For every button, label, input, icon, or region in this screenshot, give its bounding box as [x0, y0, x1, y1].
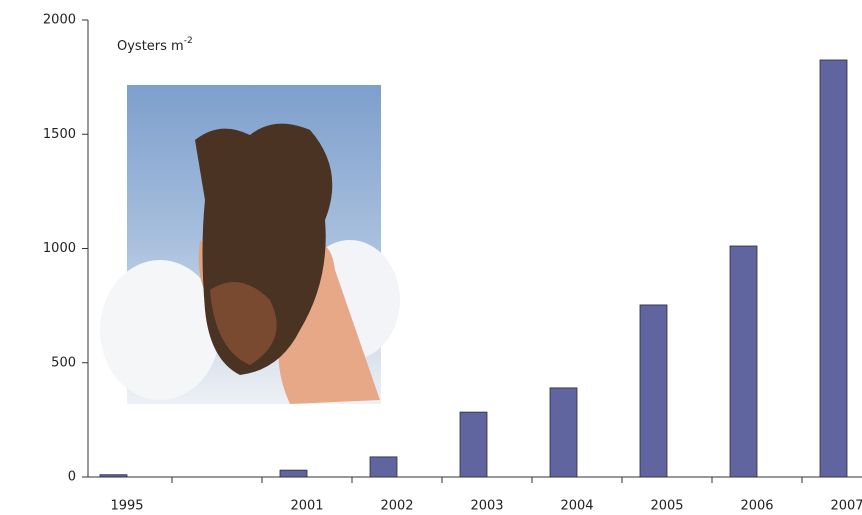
y-tick-label: 2000: [43, 13, 76, 28]
x-tick-label: 2007: [830, 499, 862, 514]
x-tick-label: 2004: [560, 499, 593, 514]
x-tick-label: 1995: [110, 499, 143, 514]
photo: [100, 85, 400, 404]
bar: [279, 469, 308, 478]
bar: [549, 387, 578, 478]
x-tick-label: 2006: [740, 499, 773, 514]
y-axis-label-superscript: -2: [184, 36, 193, 46]
bar: [819, 59, 848, 478]
bar: [369, 456, 398, 478]
x-tick-label: 2005: [650, 499, 683, 514]
y-tick-label: 500: [51, 355, 76, 370]
bar: [639, 304, 668, 478]
y-tick-label: 0: [68, 470, 76, 485]
x-tick-label: 2002: [380, 499, 413, 514]
bar: [459, 411, 488, 478]
y-tick-label: 1500: [43, 127, 76, 142]
bar: [729, 245, 758, 478]
bar: [99, 474, 128, 478]
x-tick-label: 2003: [470, 499, 503, 514]
y-axis-label-text: Oysters m: [117, 39, 184, 54]
y-axis-label: Oysters m-2: [117, 36, 193, 54]
y-tick-label: 1000: [43, 241, 76, 256]
x-tick-label: 2001: [290, 499, 323, 514]
